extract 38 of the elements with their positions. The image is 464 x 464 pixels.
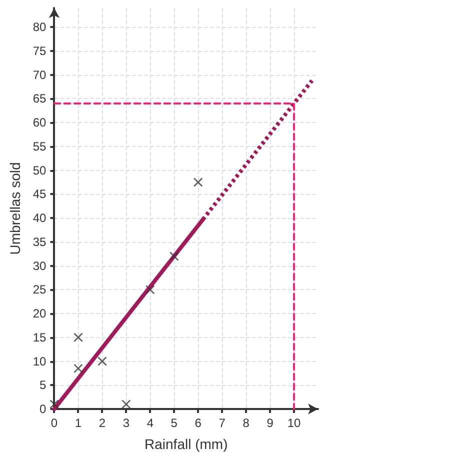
x-tick-label: 6 xyxy=(194,416,202,430)
x-tick-label: 7 xyxy=(218,416,226,430)
y-tick-label: 80 xyxy=(32,20,47,34)
point xyxy=(50,400,59,409)
y-tick-label: 45 xyxy=(32,187,47,202)
y-tick-label: 55 xyxy=(32,139,47,154)
point xyxy=(122,400,131,409)
y-tick-label: 70 xyxy=(32,68,47,82)
x-tick-label: 10 xyxy=(287,416,302,430)
point xyxy=(74,364,83,374)
x-tick-label: 4 xyxy=(146,416,154,430)
y-tick-label: 25 xyxy=(32,282,47,297)
y-axis-title: Umbrellas sold xyxy=(7,162,23,255)
y-tick-label: 30 xyxy=(32,258,47,273)
x-tick-label: 0 xyxy=(50,416,58,430)
x-tick-label: 8 xyxy=(242,416,250,430)
x-tick-label: 3 xyxy=(122,416,130,430)
x-tick-label: 5 xyxy=(170,416,178,430)
y-tick-label: 0 xyxy=(40,402,47,416)
y-tick-label: 35 xyxy=(32,234,47,249)
x-tick-label: 9 xyxy=(266,416,274,430)
point xyxy=(193,178,203,187)
y-tick-label: 60 xyxy=(32,116,47,130)
y-tick-label: 40 xyxy=(32,211,47,226)
x-axis-title: Rainfall (mm) xyxy=(144,436,228,452)
y-tick-label: 65 xyxy=(32,92,47,106)
y-tick-label: 75 xyxy=(32,44,47,58)
x-tick-label: 1 xyxy=(74,416,82,430)
y-tick-label: 10 xyxy=(32,354,47,368)
point xyxy=(169,252,179,261)
y-tick-label: 20 xyxy=(32,306,47,321)
y-tick-label: 5 xyxy=(40,378,47,392)
point xyxy=(98,356,107,366)
point xyxy=(146,285,155,294)
y-tick-label: 50 xyxy=(32,163,47,178)
point xyxy=(74,332,83,342)
x-tick-label: 2 xyxy=(98,416,106,430)
y-tick-label: 15 xyxy=(32,330,47,344)
